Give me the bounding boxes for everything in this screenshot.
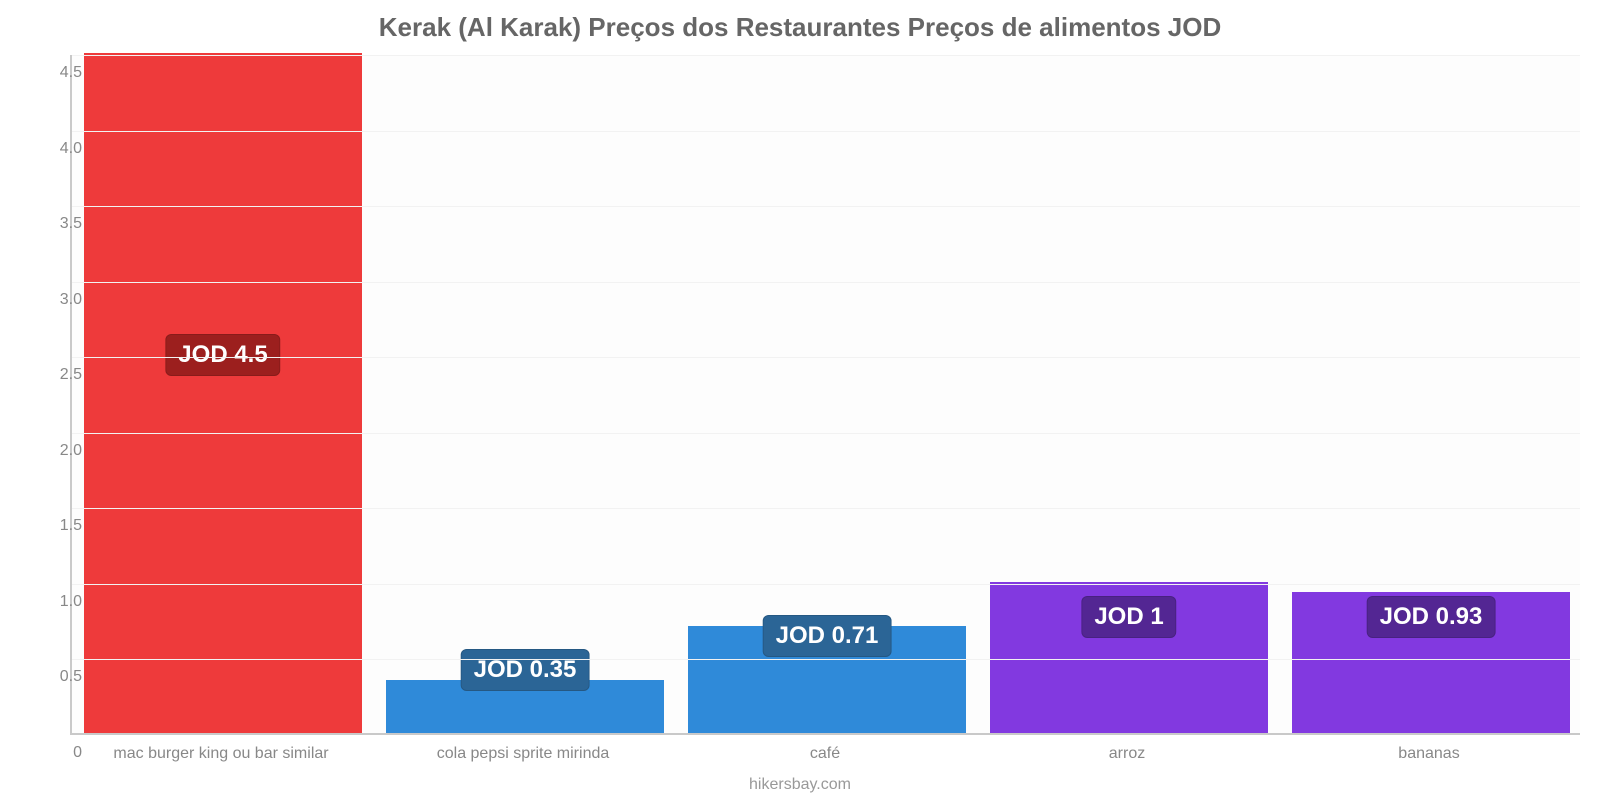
- x-tick-label: bananas: [1398, 745, 1459, 763]
- grid-line: [72, 508, 1580, 509]
- y-tick-label: 3.5: [22, 215, 82, 233]
- grid-line: [72, 357, 1580, 358]
- grid-line: [72, 131, 1580, 132]
- chart-title: Kerak (Al Karak) Preços dos Restaurantes…: [0, 12, 1600, 43]
- x-tick-label: café: [810, 745, 840, 763]
- bar-value-label: JOD 0.93: [1367, 596, 1496, 638]
- price-bar-chart: Kerak (Al Karak) Preços dos Restaurantes…: [0, 0, 1600, 800]
- y-tick-label: 2.0: [22, 442, 82, 460]
- bar: [84, 53, 362, 733]
- x-tick-label: arroz: [1109, 745, 1145, 763]
- grid-line: [72, 584, 1580, 585]
- bars-container: JOD 4.5 JOD 0.35 JOD 0.71 JOD 1 JOD 0.93: [72, 55, 1580, 733]
- grid-line: [72, 206, 1580, 207]
- bar-value-label: JOD 0.35: [461, 649, 590, 691]
- y-tick-label: 4.0: [22, 140, 82, 158]
- bar-value-label: JOD 4.5: [165, 334, 280, 376]
- y-tick-label: 1.5: [22, 517, 82, 535]
- bar-value-label: JOD 1: [1081, 596, 1176, 638]
- y-tick-label: 0.5: [22, 668, 82, 686]
- grid-line: [72, 433, 1580, 434]
- y-tick-label: 1.0: [22, 593, 82, 611]
- x-tick-label: cola pepsi sprite mirinda: [437, 745, 610, 763]
- grid-line: [72, 659, 1580, 660]
- attribution-text: hikersbay.com: [0, 776, 1600, 794]
- y-tick-label: 4.5: [22, 64, 82, 82]
- grid-line: [72, 55, 1580, 56]
- bar-value-label: JOD 0.71: [763, 615, 892, 657]
- grid-line: [72, 282, 1580, 283]
- plot-area: JOD 4.5 JOD 0.35 JOD 0.71 JOD 1 JOD 0.93: [70, 55, 1580, 735]
- y-tick-label: 2.5: [22, 366, 82, 384]
- y-tick-label: 0: [22, 744, 82, 762]
- y-tick-label: 3.0: [22, 291, 82, 309]
- x-tick-label: mac burger king ou bar similar: [113, 745, 328, 763]
